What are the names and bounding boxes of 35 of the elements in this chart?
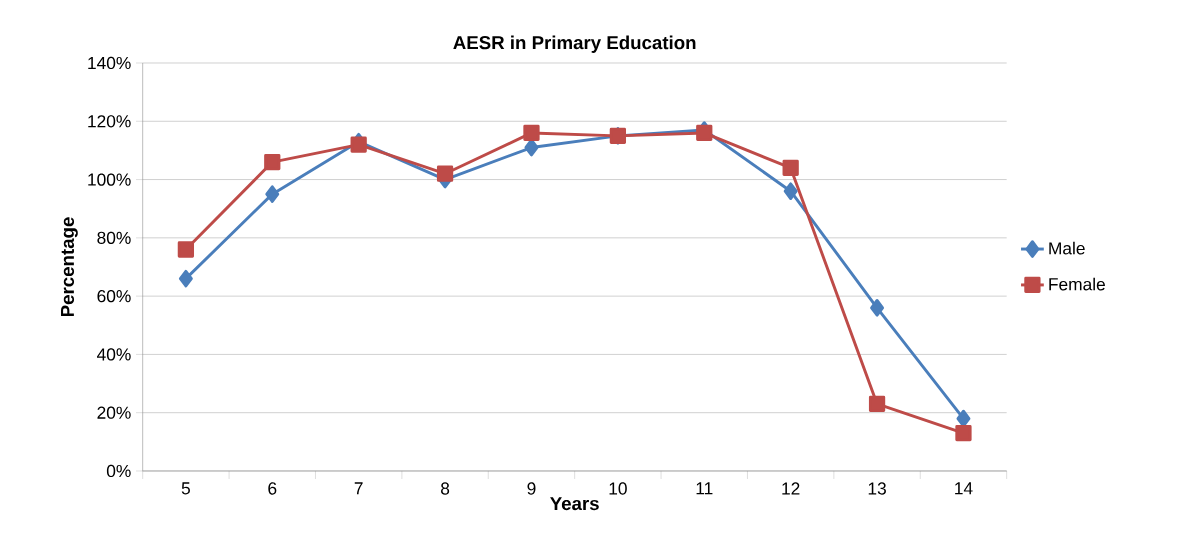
x-tick-label: 5 [181, 482, 190, 495]
y-tick-label: 80% [97, 231, 131, 244]
legend-label: Male [1049, 241, 1085, 255]
y-tick-label: 20% [97, 406, 131, 419]
point [265, 185, 280, 203]
point [436, 165, 454, 182]
y-tick-label: 60% [97, 289, 131, 303]
y-axis-title: Percentage [61, 217, 78, 317]
point [177, 241, 195, 258]
point [870, 298, 885, 317]
x-tick-label: 12 [782, 482, 800, 495]
point [350, 136, 367, 153]
chart-title: AESR in Primary Education [453, 35, 696, 53]
point [955, 424, 972, 442]
x-tick-label: 14 [955, 482, 973, 495]
x-tick-label: 9 [527, 482, 536, 495]
point [178, 269, 193, 288]
point [783, 182, 798, 201]
point [782, 159, 799, 177]
x-tick-label: 8 [441, 482, 450, 495]
x-tick-label: 10 [609, 482, 627, 495]
y-tick-label: 40% [97, 348, 131, 361]
x-tick-label: 13 [868, 482, 886, 495]
point [523, 124, 540, 142]
x-tick-label: 6 [268, 482, 277, 495]
y-tick-label: 0% [106, 464, 131, 478]
y-tick-label: 120% [88, 115, 131, 128]
point [264, 153, 281, 171]
x-tick-label: 7 [354, 482, 363, 495]
y-tick-label: 140% [88, 56, 131, 70]
legend-label: Female [1049, 277, 1105, 291]
point [868, 395, 886, 413]
x-axis-title: Years [550, 497, 599, 511]
x-tick-label: 11 [696, 482, 713, 495]
y-tick-label: 100% [88, 173, 131, 186]
